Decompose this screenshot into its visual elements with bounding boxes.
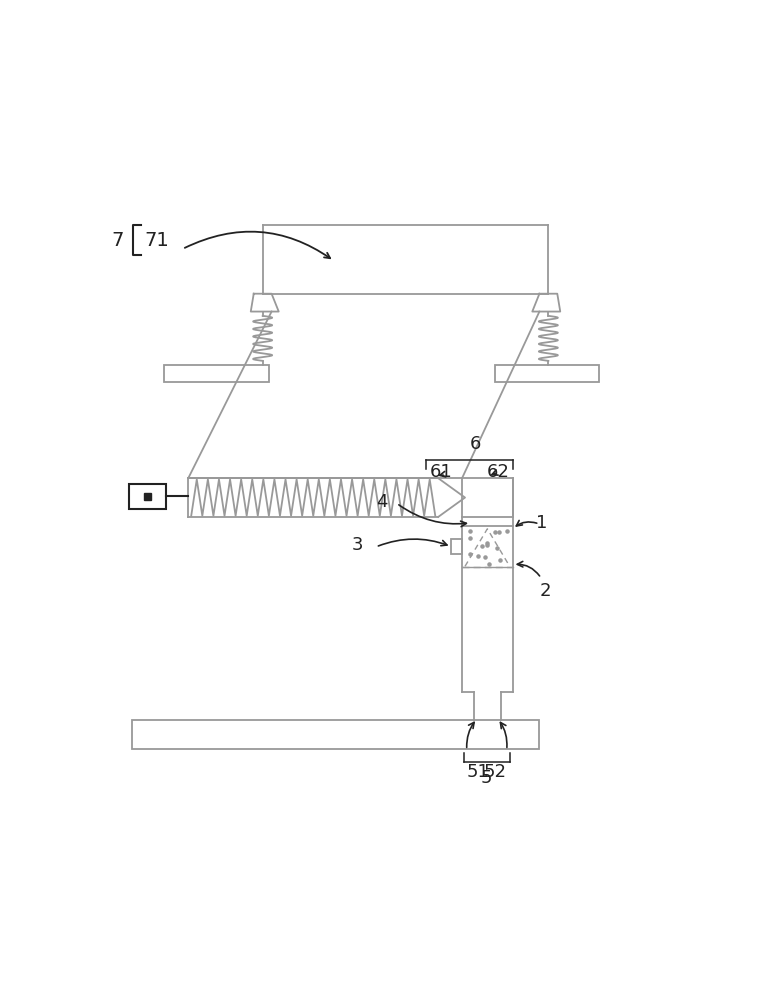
Point	[476, 538, 488, 554]
Text: 1: 1	[537, 514, 548, 532]
Bar	[144, 493, 151, 500]
Point	[472, 548, 484, 564]
Bar	[129, 484, 166, 509]
Text: 62: 62	[487, 463, 510, 481]
Text: 6: 6	[470, 435, 481, 453]
Point	[464, 523, 476, 539]
Point	[482, 535, 494, 551]
Point	[478, 549, 491, 565]
Text: 52: 52	[484, 763, 507, 781]
Point	[482, 537, 494, 553]
Bar	[495, 365, 599, 382]
Point	[463, 530, 475, 546]
Point	[494, 552, 506, 568]
Bar	[164, 365, 269, 382]
Bar	[132, 720, 539, 749]
Point	[483, 556, 495, 572]
Point	[464, 546, 476, 562]
Text: 61: 61	[429, 463, 452, 481]
Point	[488, 524, 501, 540]
Text: 2: 2	[539, 582, 551, 600]
Point	[491, 540, 503, 556]
Text: 3: 3	[352, 536, 363, 554]
Point	[493, 524, 505, 540]
Text: 4: 4	[376, 493, 387, 511]
Text: 51: 51	[467, 763, 490, 781]
Text: 71: 71	[145, 231, 170, 250]
Point	[501, 523, 513, 539]
Text: 5: 5	[481, 769, 492, 787]
Bar	[452, 539, 462, 554]
Text: 7: 7	[111, 231, 123, 250]
